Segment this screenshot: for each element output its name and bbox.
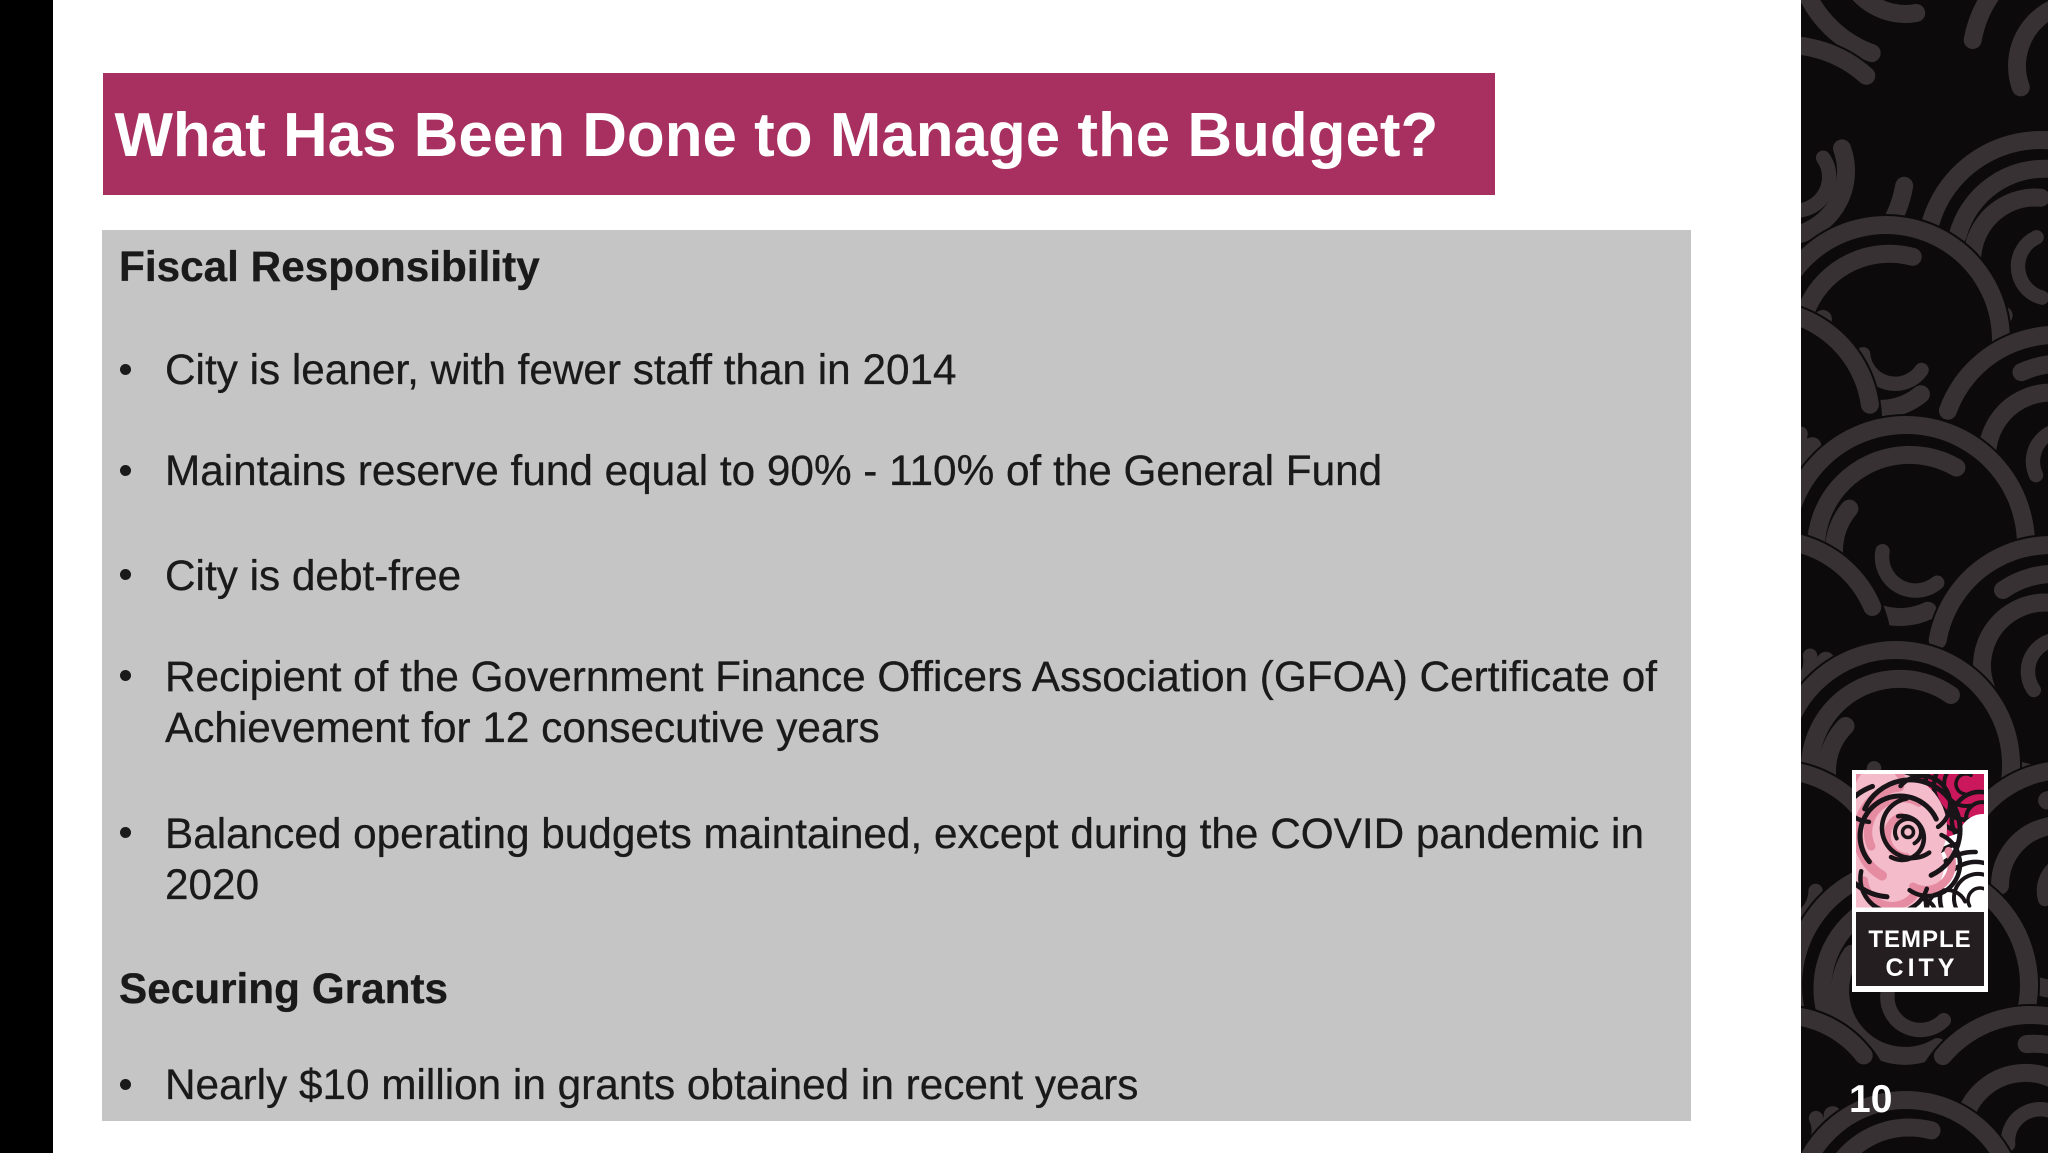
svg-text:CITY: CITY [1886, 954, 1959, 982]
svg-text:TEMPLE: TEMPLE [1868, 926, 1971, 953]
